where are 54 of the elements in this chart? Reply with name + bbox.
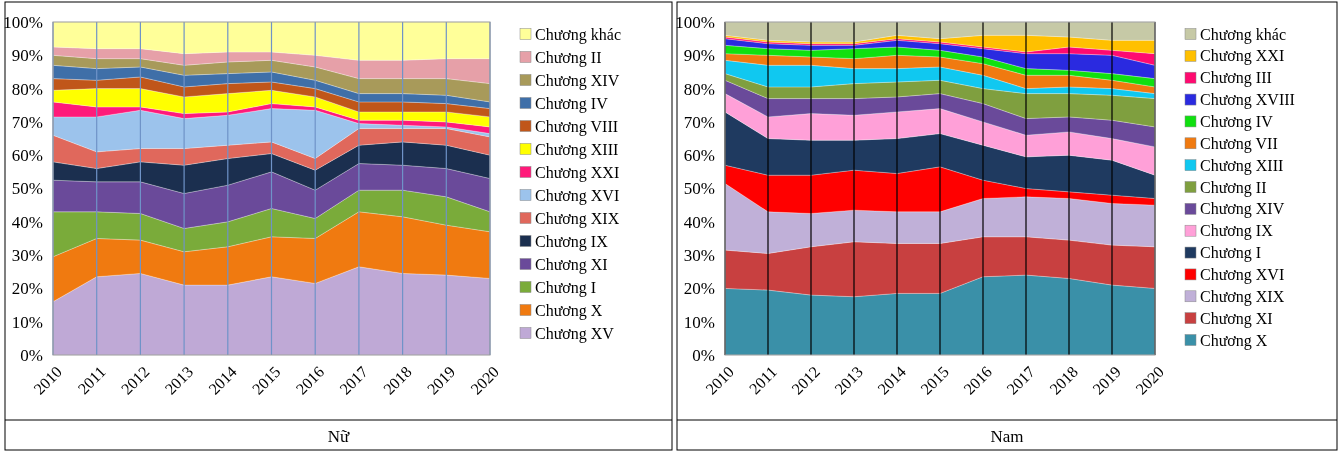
y-tick-label: 50% bbox=[683, 179, 715, 199]
text: Chương X bbox=[1200, 331, 1268, 350]
legend-label: Chương XXI bbox=[1200, 47, 1285, 66]
y-tick-label: 50% bbox=[11, 179, 43, 199]
legend-label: Chương IV bbox=[535, 94, 609, 113]
legend-label: Chương khác bbox=[535, 25, 622, 44]
legend-label: Chương khác bbox=[1200, 25, 1287, 44]
legend-label: Chương I bbox=[1200, 244, 1262, 263]
legend-label: Chương X bbox=[535, 301, 603, 320]
legend-label: Chương II bbox=[1200, 178, 1267, 197]
y-tick-label: 40% bbox=[11, 212, 43, 232]
y-tick-label: 60% bbox=[683, 146, 715, 166]
x-tick-label: 2011 bbox=[74, 363, 109, 398]
y-tick-label: 40% bbox=[683, 212, 715, 232]
legend-label: Chương XI bbox=[535, 255, 608, 274]
legend-label: Chương I bbox=[535, 278, 597, 297]
legend-label: Chương XI bbox=[1200, 309, 1273, 328]
legend-label: Chương XVIII bbox=[1200, 91, 1295, 110]
legend-label: Chương XIV bbox=[1200, 200, 1285, 219]
y-tick-label: 20% bbox=[11, 279, 43, 299]
legend-label: Chương XIV bbox=[535, 71, 620, 90]
y-tick-label: 100% bbox=[3, 12, 43, 32]
y-tick-label: 0% bbox=[20, 345, 43, 365]
legend-label: Chương IX bbox=[1200, 222, 1274, 241]
legend-label: Chương XIX bbox=[1200, 287, 1285, 306]
y-tick-label: 0% bbox=[692, 345, 715, 365]
text: Nam bbox=[990, 426, 1024, 446]
y-tick-label: 10% bbox=[11, 312, 43, 332]
legend-label: Chương XVI bbox=[1200, 266, 1285, 285]
y-tick-label: 30% bbox=[11, 246, 43, 266]
y-tick-label: 70% bbox=[11, 112, 43, 132]
y-tick-label: 80% bbox=[11, 79, 43, 99]
legend-label: Chương XIII bbox=[535, 140, 619, 159]
y-tick-label: 90% bbox=[683, 46, 715, 66]
legend-label: Chương VIII bbox=[535, 117, 619, 136]
y-tick-label: 70% bbox=[683, 112, 715, 132]
legend-label: Chương XIII bbox=[1200, 156, 1284, 175]
legend-label: Chương XXI bbox=[535, 163, 620, 182]
y-tick-label: 30% bbox=[683, 246, 715, 266]
legend-label: Chương III bbox=[1200, 69, 1272, 88]
y-tick-label: 100% bbox=[675, 12, 715, 32]
legend-label: Chương IV bbox=[1200, 113, 1274, 132]
text: Chương XV bbox=[535, 324, 615, 343]
y-tick-label: 20% bbox=[683, 279, 715, 299]
legend-label: Chương XVI bbox=[535, 186, 620, 205]
y-tick-label: 90% bbox=[11, 46, 43, 66]
legend-label: Chương VII bbox=[1200, 134, 1278, 153]
text: Nữ bbox=[327, 426, 351, 446]
y-tick-label: 80% bbox=[683, 79, 715, 99]
legend-label: Chương II bbox=[535, 48, 602, 67]
y-tick-label: 10% bbox=[683, 312, 715, 332]
legend-label: Chương IX bbox=[535, 232, 609, 251]
legend-label: Chương XIX bbox=[535, 209, 620, 228]
y-tick-label: 60% bbox=[11, 146, 43, 166]
